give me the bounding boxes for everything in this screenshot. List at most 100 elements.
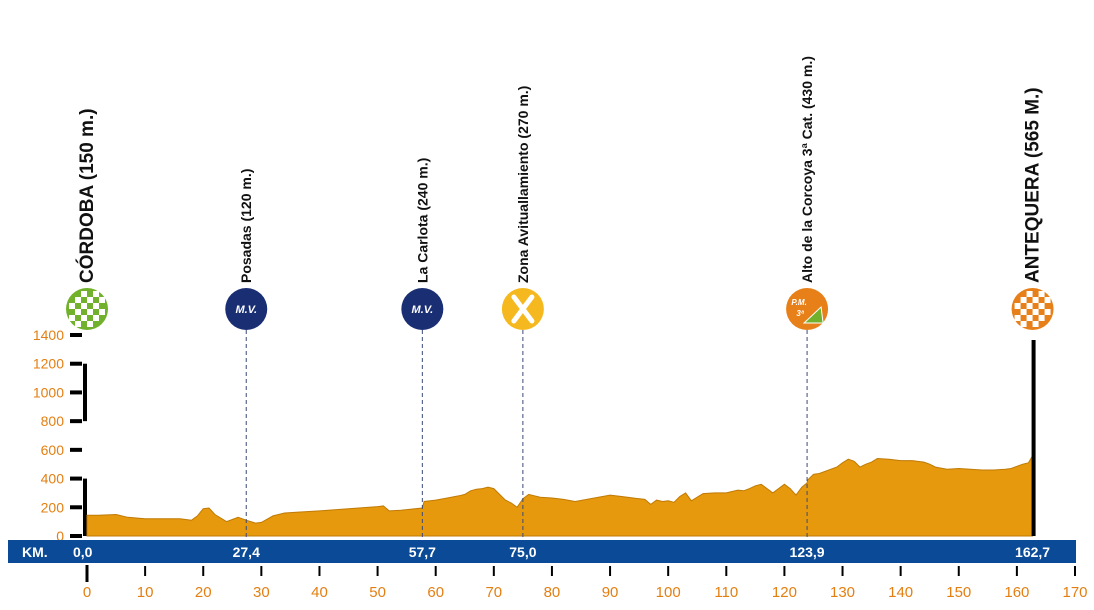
mv-badge-circle bbox=[401, 288, 444, 330]
km-marker-label: 0,0 bbox=[73, 544, 93, 560]
checkered-flag-square bbox=[1032, 309, 1039, 315]
checkered-flag-square bbox=[87, 321, 93, 327]
y-tick-mark bbox=[70, 447, 82, 452]
elevation-profile-area bbox=[86, 453, 1034, 537]
y-tick-label: 600 bbox=[41, 442, 65, 458]
mv-badge-text: M.V. bbox=[412, 304, 434, 316]
mv-badge-text: M.V. bbox=[235, 304, 257, 316]
x-tick-label: 100 bbox=[656, 584, 681, 601]
y-tick-mark bbox=[70, 333, 82, 337]
x-tick-label: 10 bbox=[137, 584, 154, 601]
y-axis-segment bbox=[83, 363, 87, 422]
checkered-flag-square bbox=[81, 315, 87, 321]
x-tick-label: 30 bbox=[253, 584, 270, 601]
checkered-flag-square bbox=[1014, 303, 1021, 309]
y-tick-label: 800 bbox=[41, 413, 65, 429]
checkered-flag-square bbox=[1038, 315, 1045, 321]
km-band bbox=[8, 540, 1076, 563]
x-tick-label: 50 bbox=[369, 584, 386, 601]
checkered-flag-square bbox=[81, 291, 87, 297]
checkered-flag-square bbox=[1044, 309, 1051, 315]
checkered-flag-square bbox=[1026, 291, 1033, 297]
checkered-flag-square bbox=[69, 315, 75, 321]
mv-badge-circle bbox=[225, 288, 268, 330]
checkered-flag-square bbox=[1020, 309, 1027, 315]
x-tick-label: 150 bbox=[946, 584, 971, 601]
checkered-flag-square bbox=[1014, 315, 1021, 321]
waypoint-label: ANTEQUERA (565 M.) bbox=[1023, 87, 1044, 283]
feed-zone-knife-icon bbox=[511, 294, 535, 324]
mountain-icon bbox=[802, 305, 824, 324]
waypoint-label: CÓRDOBA (150 m.) bbox=[76, 108, 98, 283]
y-tick-label: 200 bbox=[41, 499, 65, 515]
checkered-flag-square bbox=[1026, 303, 1033, 309]
mountain-badge-text: P.M. bbox=[791, 298, 806, 307]
checkered-flag-square bbox=[69, 303, 75, 309]
finish-pole bbox=[1031, 340, 1036, 536]
y-tick-label: 0 bbox=[56, 528, 64, 544]
y-tick-mark bbox=[70, 534, 82, 538]
waypoint-badge-mv: M.V. bbox=[225, 288, 268, 330]
km-marker-label: 75,0 bbox=[509, 544, 536, 560]
x-tick-label: 60 bbox=[427, 584, 444, 601]
x-tick-label: 140 bbox=[888, 584, 913, 601]
km-marker-label: 123,9 bbox=[790, 544, 825, 560]
km-marker-label: 27,4 bbox=[233, 544, 260, 560]
y-tick-mark bbox=[70, 361, 82, 366]
y-tick-label: 1000 bbox=[33, 384, 64, 400]
badges-layer: M.V. M.V. P.M. 3ª bbox=[66, 288, 1054, 330]
y-tick-mark bbox=[70, 390, 82, 395]
checkered-flag-square bbox=[1032, 297, 1039, 303]
x-tick-label: 80 bbox=[544, 584, 561, 601]
y-tick-mark bbox=[70, 476, 82, 481]
profile-layer bbox=[86, 340, 1036, 537]
waypoint-badge-mountain: P.M. 3ª bbox=[786, 288, 829, 330]
y-tick-label: 1400 bbox=[33, 327, 64, 343]
km-marker-label: 162,7 bbox=[1015, 544, 1050, 560]
checkered-flag-square bbox=[1044, 297, 1051, 303]
waypoint-badge-checkered-orange bbox=[1011, 288, 1054, 330]
checkered-flag-square bbox=[1038, 291, 1045, 297]
x-tick-label: 70 bbox=[485, 584, 502, 601]
checkered-flag-square bbox=[75, 309, 81, 315]
checkered-flag-square bbox=[93, 291, 99, 297]
mountain-badge-category: 3ª bbox=[796, 309, 804, 318]
km-header: KM. bbox=[22, 544, 48, 560]
waypoint-labels-layer: CÓRDOBA (150 m.) Posadas (120 m.) La Carlo… bbox=[76, 56, 1044, 283]
axes-layer: 0 200 400 600 800 1000 1200 1400 bbox=[33, 327, 87, 544]
checkered-flag-square bbox=[93, 303, 99, 309]
y-tick-mark bbox=[70, 505, 82, 510]
waypoint-badge-mv: M.V. bbox=[401, 288, 444, 330]
checkered-flag-square bbox=[1038, 303, 1045, 309]
guide-lines-layer bbox=[245, 330, 808, 540]
x-tick-label: 170 bbox=[1062, 584, 1087, 601]
waypoint-badge-checkered-green bbox=[66, 288, 108, 330]
waypoint-label: Alto de la Corcoya 3ª Cat. (430 m.) bbox=[799, 56, 815, 283]
checkered-flag-square bbox=[99, 309, 105, 315]
checkered-flag-square bbox=[1032, 321, 1039, 327]
x-tick-label: 20 bbox=[195, 584, 212, 601]
x-tick-label: 130 bbox=[830, 584, 855, 601]
y-axis-segment bbox=[83, 478, 87, 536]
x-tick-label: 0 bbox=[83, 584, 91, 601]
km-marker-label: 57,7 bbox=[409, 544, 436, 560]
checkered-flag-square bbox=[75, 321, 81, 327]
checkered-flag-square bbox=[1026, 315, 1033, 321]
x-tick-label: 160 bbox=[1004, 584, 1029, 601]
km-band-layer: KM. 0,0 27,4 57,7 75,0 123,9 162,7 bbox=[8, 540, 1076, 563]
waypoint-label: La Carlota (240 m.) bbox=[414, 158, 430, 283]
x-tick-label: 90 bbox=[602, 584, 619, 601]
x-tick-label: 120 bbox=[772, 584, 797, 601]
checkered-flag-square bbox=[87, 297, 93, 303]
checkered-flag-square bbox=[1020, 297, 1027, 303]
waypoint-badge-feed bbox=[501, 288, 544, 330]
waypoint-label: Zona Avituallamiento (270 m.) bbox=[515, 86, 531, 283]
checkered-flag-square bbox=[87, 309, 93, 315]
y-tick-mark bbox=[70, 419, 82, 424]
checkered-flag-square bbox=[75, 297, 81, 303]
x-tick-label: 40 bbox=[311, 584, 328, 601]
checkered-flag-square bbox=[81, 303, 87, 309]
x-tick-label: 110 bbox=[714, 584, 738, 601]
